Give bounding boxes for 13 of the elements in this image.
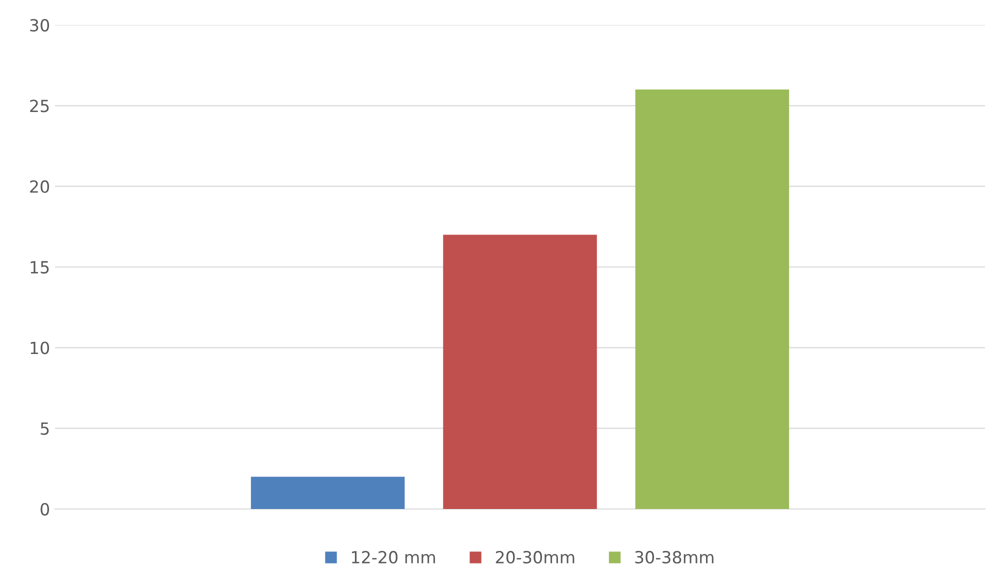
y-tick-label: 10 (30, 342, 50, 354)
y-tick-label: 25 (30, 100, 49, 112)
bar (443, 234, 597, 509)
y-tick-label: 20 (30, 180, 50, 193)
bar (635, 90, 790, 509)
y-tick-label: 30 (30, 18, 50, 32)
legend-label: 12-20 mm (352, 550, 435, 564)
legend-label: 20-30mm (496, 550, 574, 564)
y-tick-label: 0 (40, 502, 50, 516)
y-tick-label: 5 (40, 422, 49, 435)
y-tick-label: 15 (30, 261, 49, 274)
bar (250, 476, 405, 509)
legend-label: 30-38mm (635, 550, 714, 564)
